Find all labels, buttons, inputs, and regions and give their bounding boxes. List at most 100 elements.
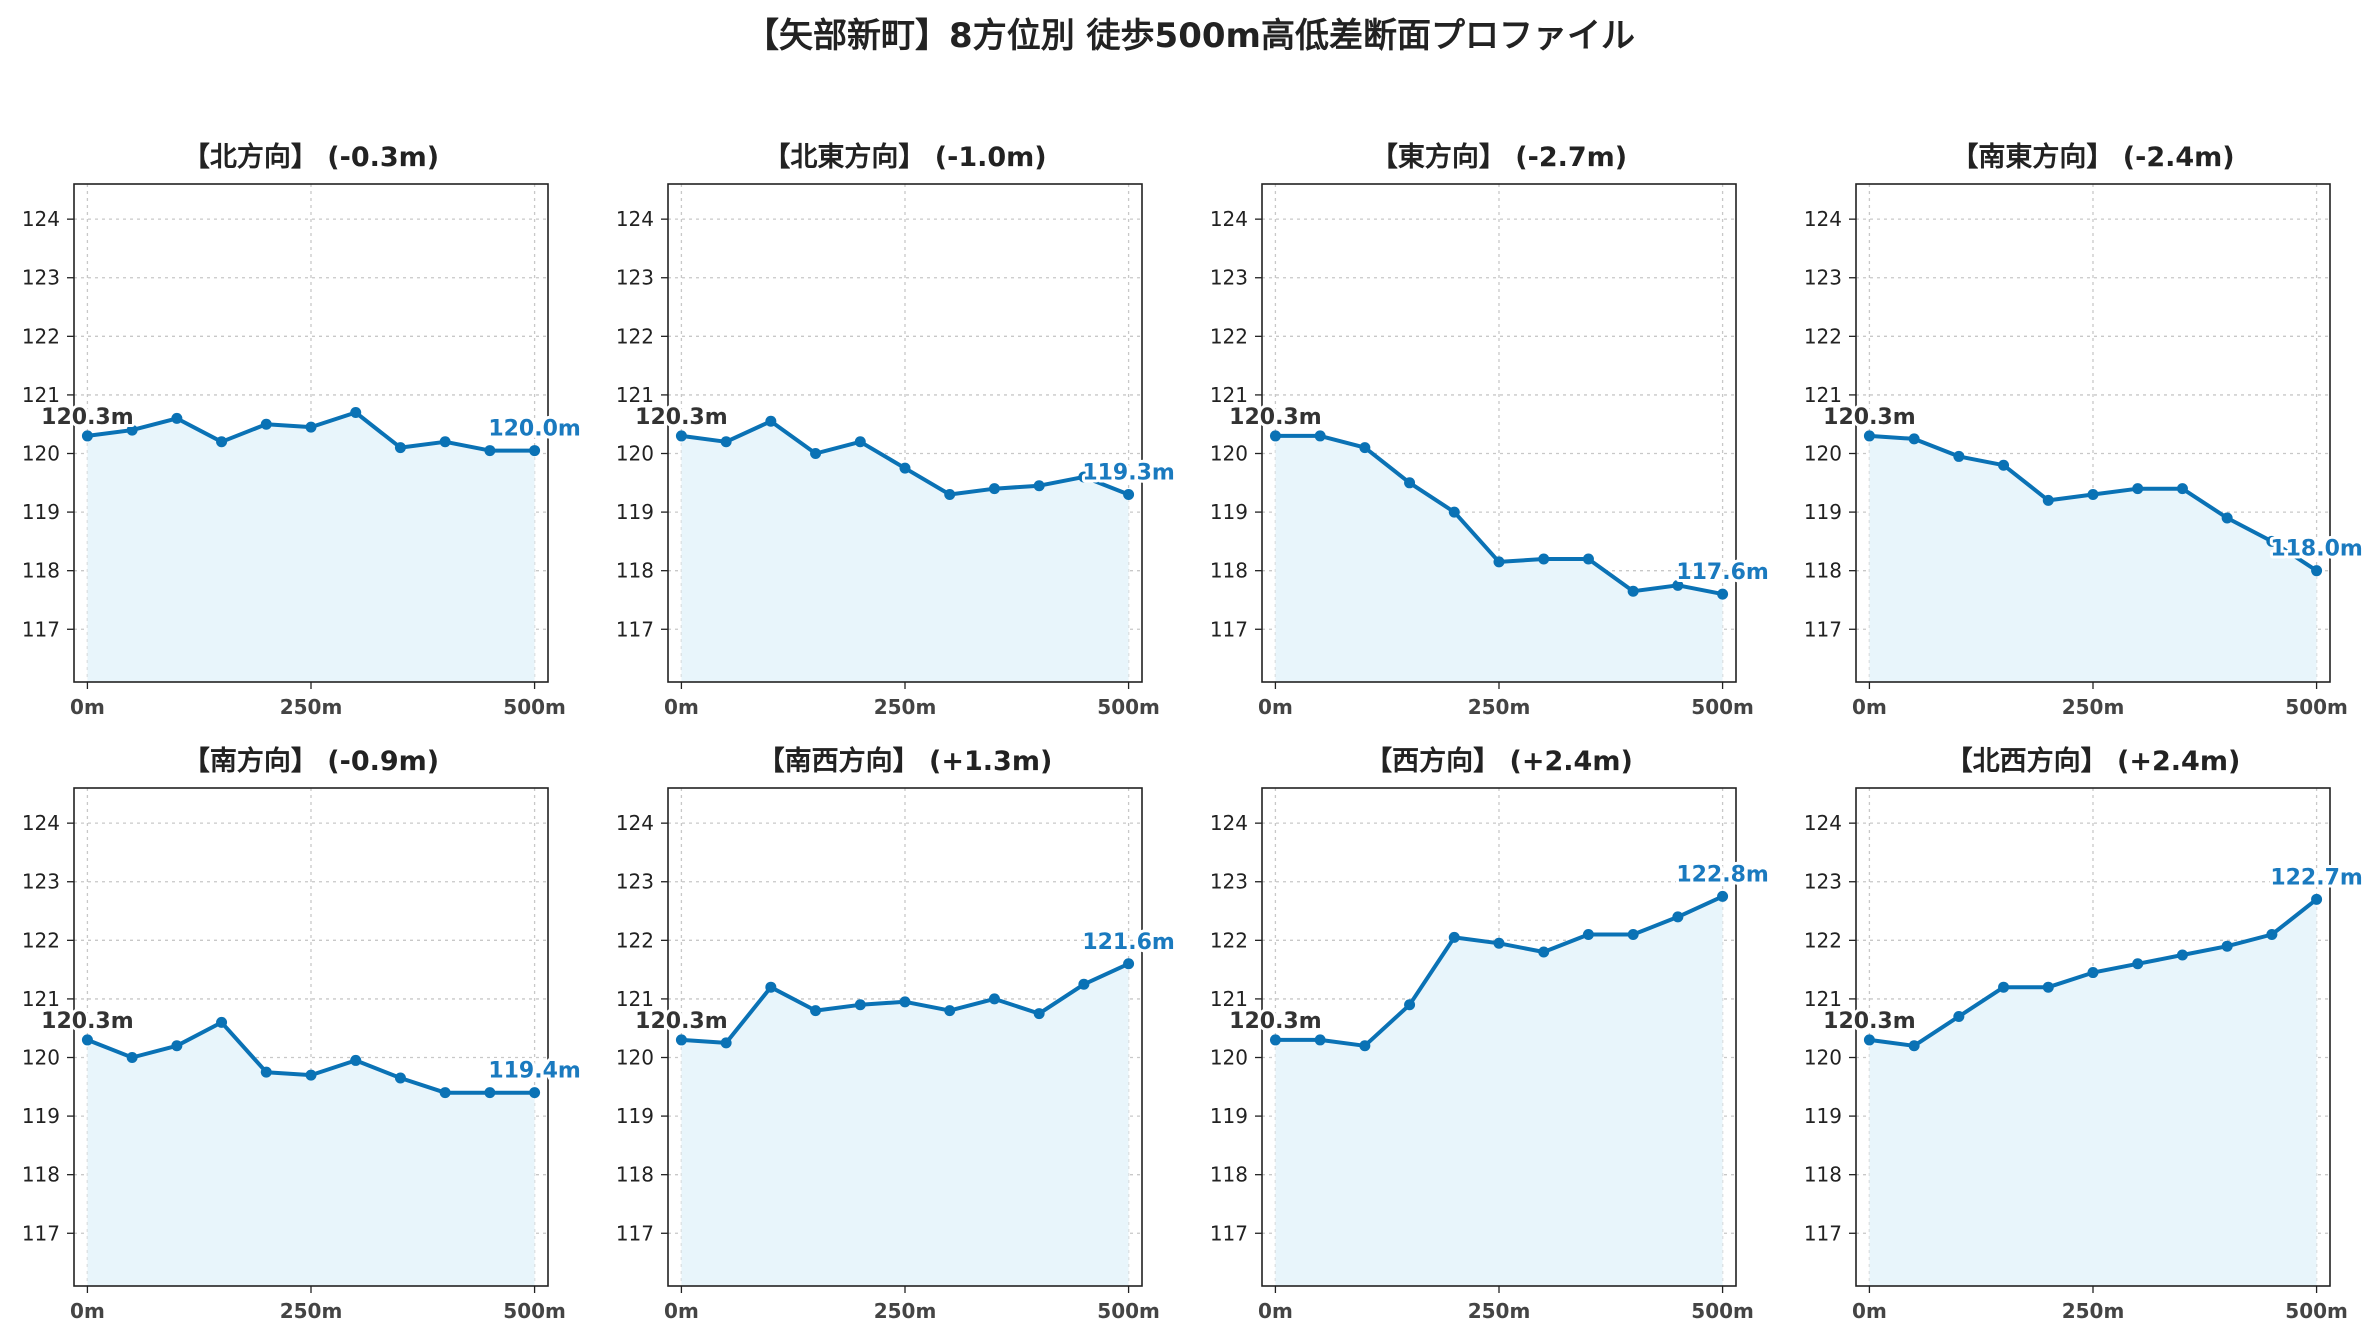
data-point	[126, 424, 138, 436]
end-value-label: 117.6m	[1676, 560, 1769, 585]
data-point	[1493, 937, 1505, 949]
data-point	[260, 1066, 272, 1078]
end-value-label: 122.8m	[1676, 862, 1769, 887]
x-tick-label: 0m	[1258, 695, 1293, 719]
data-point	[305, 1069, 317, 1081]
y-tick-label: 118	[616, 559, 654, 583]
y-tick-label: 122	[1210, 324, 1248, 348]
data-point	[305, 421, 317, 433]
y-tick-label: 124	[1804, 811, 1842, 835]
data-point	[484, 445, 496, 457]
y-tick-label: 119	[22, 1104, 60, 1128]
x-tick-label: 250m	[1468, 1299, 1531, 1323]
data-point	[1404, 999, 1416, 1011]
y-tick-label: 118	[1804, 559, 1842, 583]
data-point	[988, 993, 1000, 1005]
y-tick-label: 120	[1210, 442, 1248, 466]
y-tick-label: 119	[616, 1104, 654, 1128]
data-point	[675, 430, 687, 442]
subplot-title: 【北方向】 (-0.3m)	[183, 141, 439, 173]
figure-title: 【矢部新町】8方位別 徒歩500m高低差断面プロファイル	[745, 16, 1635, 56]
y-tick-label: 123	[1804, 870, 1842, 894]
start-value-label: 120.3m	[1823, 405, 1916, 430]
x-tick-label: 500m	[1097, 695, 1160, 719]
subplot-1: 【北方向】 (-0.3m) 117 118 119 120 121 122 123 124 0m 2…	[22, 141, 584, 719]
x-tick-label: 250m	[2062, 695, 2125, 719]
data-point	[1078, 978, 1090, 990]
data-point	[2042, 981, 2054, 993]
subplot-8: 【北西方向】 (+2.4m) 117 118 119 120 121 122 123 124 0m…	[1804, 745, 2366, 1323]
end-value-label: 120.0m	[488, 417, 581, 442]
data-point	[1448, 931, 1460, 943]
subplot-title: 【北東方向】 (-1.0m)	[763, 141, 1046, 173]
data-point	[1448, 506, 1460, 518]
y-tick-label: 123	[22, 870, 60, 894]
y-tick-label: 120	[616, 1046, 654, 1070]
plot-frame	[1855, 183, 2331, 683]
start-value-label: 120.3m	[41, 405, 134, 430]
x-tick-label: 250m	[1468, 695, 1531, 719]
y-tick-label: 119	[1804, 1104, 1842, 1128]
data-point	[1998, 459, 2010, 471]
x-tick-label: 0m	[70, 695, 105, 719]
data-point	[899, 462, 911, 474]
y-tick-label: 118	[616, 1163, 654, 1187]
x-tick-label: 500m	[1097, 1299, 1160, 1323]
x-tick-label: 0m	[664, 695, 699, 719]
data-point	[1359, 442, 1371, 454]
data-point	[1404, 477, 1416, 489]
y-tick-label: 121	[1210, 383, 1248, 407]
data-point	[2087, 489, 2099, 501]
data-point	[439, 1087, 451, 1099]
data-point	[2266, 928, 2278, 940]
subplot-title: 【西方向】 (+2.4m)	[1365, 745, 1633, 777]
y-tick-label: 119	[1804, 500, 1842, 524]
x-tick-label: 0m	[70, 1299, 105, 1323]
elevation-area	[87, 1022, 535, 1286]
y-tick-label: 121	[22, 383, 60, 407]
data-point	[675, 1034, 687, 1046]
data-point	[1953, 1010, 1965, 1022]
data-point	[1033, 1008, 1045, 1020]
y-tick-label: 117	[1210, 1221, 1248, 1245]
data-point	[1672, 911, 1684, 923]
elevation-area	[1275, 896, 1723, 1286]
data-point	[1908, 1040, 1920, 1052]
data-point	[1314, 1034, 1326, 1046]
y-tick-label: 124	[22, 811, 60, 835]
x-tick-label: 250m	[280, 1299, 343, 1323]
data-point	[484, 1087, 496, 1099]
data-point	[810, 448, 822, 460]
data-point	[1863, 1034, 1875, 1046]
y-tick-label: 119	[616, 500, 654, 524]
data-point	[81, 430, 93, 442]
plot-frame	[1261, 183, 1737, 683]
data-point	[394, 1072, 406, 1084]
y-tick-label: 122	[616, 324, 654, 348]
data-point	[2311, 893, 2323, 905]
data-point	[394, 442, 406, 454]
y-tick-label: 124	[22, 207, 60, 231]
data-point	[216, 1016, 228, 1028]
y-tick-label: 121	[616, 383, 654, 407]
data-point	[1033, 480, 1045, 492]
data-point	[439, 436, 451, 448]
y-tick-label: 121	[1210, 987, 1248, 1011]
y-tick-label: 123	[616, 266, 654, 290]
data-point	[126, 1052, 138, 1064]
x-tick-label: 500m	[2285, 695, 2348, 719]
y-tick-label: 124	[1210, 811, 1248, 835]
start-value-label: 120.3m	[1823, 1009, 1916, 1034]
x-tick-label: 0m	[664, 1299, 699, 1323]
y-tick-label: 120	[22, 1046, 60, 1070]
y-tick-label: 122	[22, 324, 60, 348]
data-point	[2176, 483, 2188, 495]
end-value-label: 118.0m	[2270, 537, 2363, 562]
y-tick-label: 123	[1210, 266, 1248, 290]
data-point	[1359, 1040, 1371, 1052]
y-tick-label: 122	[1210, 928, 1248, 952]
x-tick-label: 0m	[1852, 1299, 1887, 1323]
y-tick-label: 117	[22, 1221, 60, 1245]
y-tick-label: 122	[1804, 324, 1842, 348]
data-point	[2266, 535, 2278, 547]
